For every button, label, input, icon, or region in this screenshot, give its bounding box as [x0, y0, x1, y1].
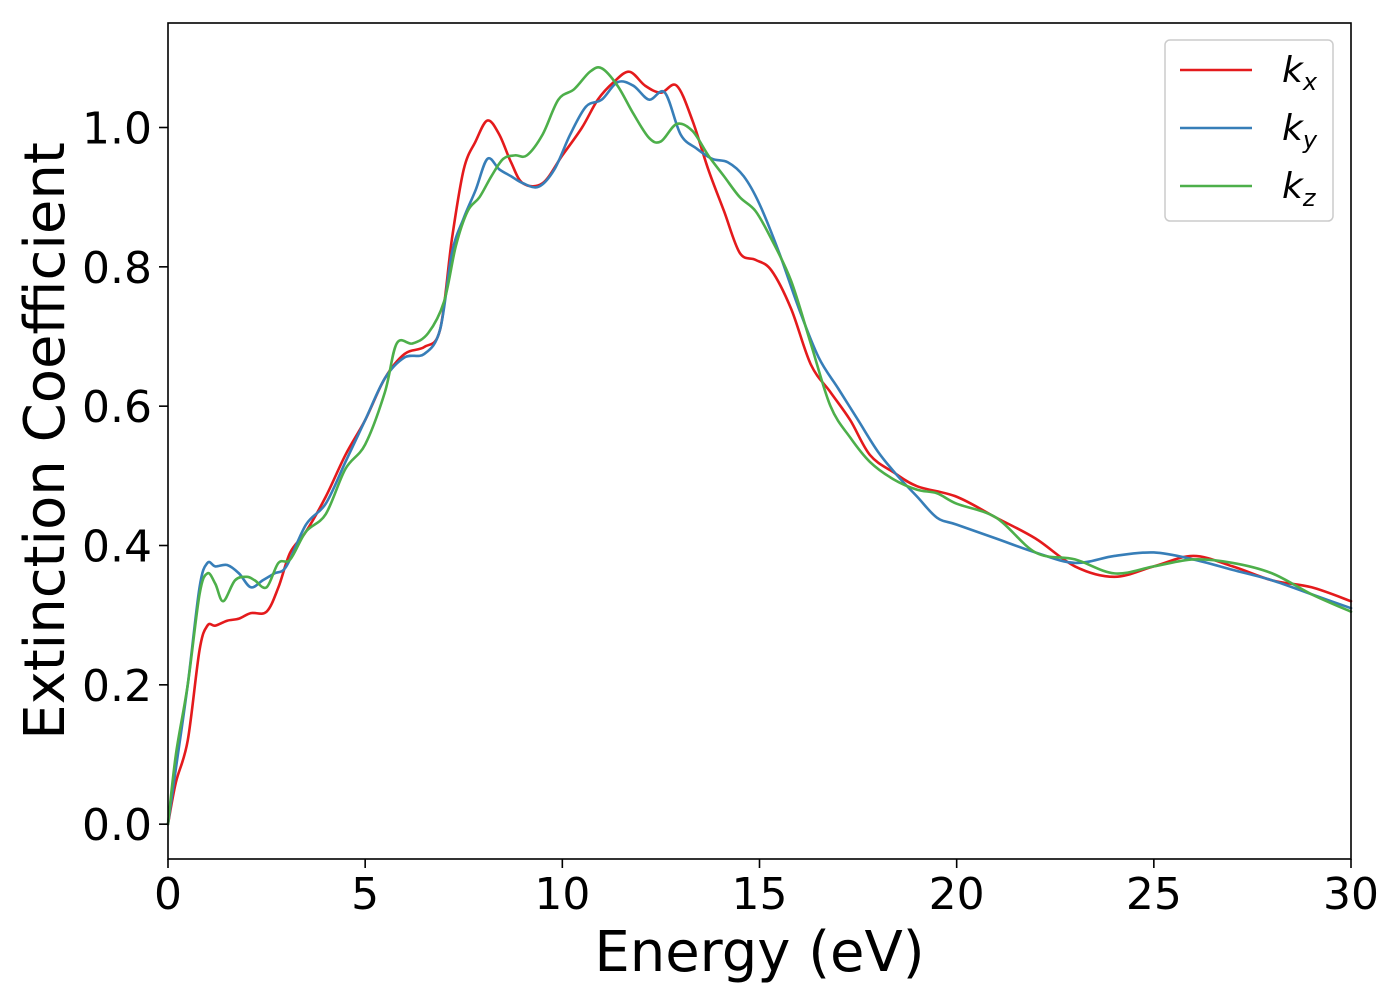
x-axis-ticks: 0 5 10 15 20 25 30 — [154, 859, 1379, 920]
x-tick-label: 25 — [1126, 869, 1182, 920]
x-tick-label: 10 — [534, 869, 590, 920]
legend-label-y: ky — [1282, 108, 1318, 154]
x-axis-title: Energy (eV) — [594, 920, 924, 985]
x-tick-label: 5 — [351, 869, 379, 920]
y-tick-label: 0.6 — [82, 382, 152, 433]
y-tick-label: 0.4 — [82, 522, 152, 573]
x-tick-label: 30 — [1323, 869, 1379, 920]
series-line-z — [166, 66, 1353, 826]
legend-box — [1164, 39, 1334, 222]
y-axis-ticks: 0.0 0.2 0.4 0.6 0.8 1.0 — [82, 104, 168, 851]
x-tick-label: 20 — [929, 869, 985, 920]
y-tick-label: 1.0 — [82, 104, 152, 155]
series-layer — [166, 66, 1353, 826]
legend-label-z: kz — [1282, 166, 1317, 212]
y-tick-label: 0.2 — [82, 661, 152, 712]
series-line-x — [166, 70, 1353, 826]
x-tick-label: 15 — [732, 869, 788, 920]
y-tick-label: 0.0 — [82, 800, 152, 851]
y-tick-label: 0.8 — [82, 243, 152, 294]
legend: kx ky kz — [1164, 39, 1334, 222]
x-tick-label: 0 — [154, 869, 182, 920]
y-axis-title: Extinction Coefficient — [13, 142, 78, 740]
legend-label-x: kx — [1282, 50, 1318, 96]
